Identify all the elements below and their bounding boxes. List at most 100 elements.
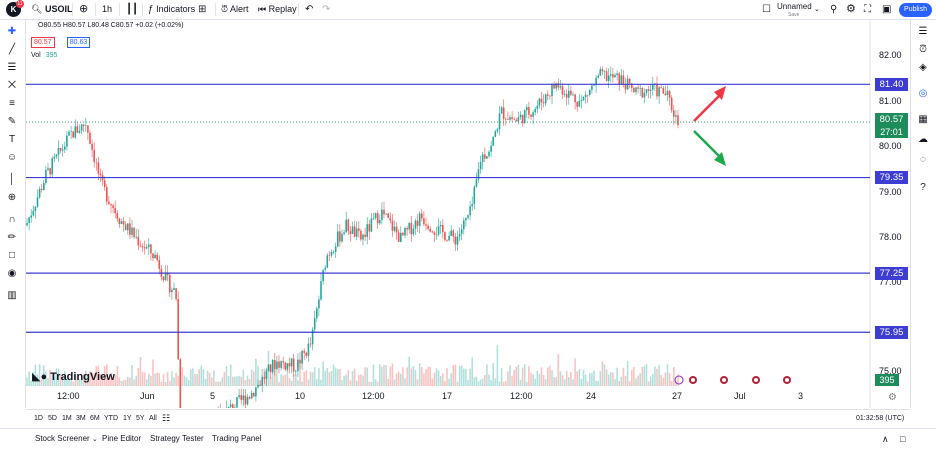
sell-price-button[interactable]: 80.57 <box>31 37 55 48</box>
drawing-toolbar: ✚ ╱ ☰ ⨉ ≡ ✎ T ☺ │ ⊕ ∩ ✏ □ ◉ ▥ <box>0 20 26 408</box>
candle-body <box>671 98 673 110</box>
range-1d[interactable]: 1D <box>34 410 43 427</box>
range-ytd[interactable]: YTD <box>104 410 118 427</box>
magnet-icon[interactable]: ∩ <box>4 212 20 228</box>
candle <box>117 210 119 222</box>
undo-icon[interactable]: ↶ <box>305 0 313 19</box>
interval-button[interactable]: 1h <box>102 0 112 19</box>
fib-retracement-icon[interactable]: ☰ <box>4 60 20 76</box>
axis-settings-icon[interactable]: ⚙ <box>888 392 897 403</box>
volume-bar <box>356 381 358 386</box>
volume-bar <box>457 382 459 386</box>
buy-price-button[interactable]: 80.63 <box>67 37 91 48</box>
chat-icon[interactable]: ◌ <box>915 152 931 168</box>
symbol-search[interactable]: 🔍︎ USOIL <box>31 0 72 19</box>
volume-bar <box>345 374 347 386</box>
projection-arrow-down[interactable] <box>694 131 726 166</box>
projection-arrow-up[interactable] <box>694 86 726 121</box>
crosshair-icon[interactable]: ✚ <box>4 24 20 40</box>
zoom-in-icon[interactable]: ⊕ <box>4 190 20 206</box>
candle-body <box>70 131 72 132</box>
replay-icon: ⏮︎ <box>258 4 266 14</box>
calendar-range-icon[interactable]: ☷ <box>162 410 170 427</box>
volume-bar <box>497 345 499 386</box>
candle <box>85 118 87 132</box>
candle <box>429 226 431 233</box>
publish-button[interactable]: Publish <box>899 3 932 17</box>
layers-icon[interactable]: ◈ <box>915 60 931 76</box>
candle-body <box>579 101 581 107</box>
volume-bar <box>213 371 215 386</box>
candle-body <box>553 85 555 89</box>
candle-body <box>606 71 608 81</box>
maximize-panel-icon[interactable]: □ <box>900 429 905 449</box>
volume-bar <box>327 368 329 386</box>
volume-bar <box>532 375 534 386</box>
candle-body <box>459 234 461 237</box>
tab-trading-panel[interactable]: Trading Panel <box>212 429 262 449</box>
text-icon[interactable]: T <box>4 132 20 148</box>
chevron-down-icon[interactable]: ⌄ <box>814 0 820 19</box>
tab-stock-screener[interactable]: Stock Screener ⌄ <box>35 429 98 449</box>
utc-clock[interactable]: 01:32:58 (UTC) <box>856 410 904 427</box>
trash-icon[interactable]: ▥ <box>4 288 20 304</box>
watchlist-icon[interactable]: ☰ <box>915 24 931 40</box>
volume-bar <box>637 376 639 386</box>
replay-button[interactable]: ⏮︎ Replay <box>258 0 297 19</box>
volume-bar <box>295 375 297 386</box>
range-5d[interactable]: 5D <box>48 410 57 427</box>
alert-button[interactable]: ⏰︎ Alert <box>221 0 249 19</box>
compare-symbol-icon[interactable]: ⊕ <box>79 0 88 19</box>
range-5y[interactable]: 5Y <box>136 410 145 427</box>
alerts-icon[interactable]: ⏰︎ <box>915 42 931 58</box>
range-1m[interactable]: 1M <box>62 410 72 427</box>
fullscreen-icon[interactable]: ⛶ <box>864 0 871 19</box>
prediction-icon[interactable]: ≡ <box>4 96 20 112</box>
volume-bar <box>478 382 480 386</box>
candle-body <box>625 84 627 89</box>
candle <box>627 75 629 90</box>
lock-icon[interactable]: □ <box>4 248 20 264</box>
quick-search-icon[interactable]: ⚲ <box>830 0 837 19</box>
time-axis[interactable]: 12:00 Jun 5 10 12:00 17 12:00 24 27 Jul … <box>26 389 874 405</box>
ruler-icon[interactable]: │ <box>4 172 20 188</box>
tab-strategy-tester[interactable]: Strategy Tester <box>150 429 204 449</box>
calendar-icon[interactable]: ▦ <box>915 112 931 128</box>
hotlists-icon[interactable]: ◎ <box>915 86 931 102</box>
indicators-button[interactable]: ƒ Indicators <box>148 0 195 19</box>
gear-icon[interactable]: ⚙ <box>846 0 856 19</box>
candle <box>597 74 599 79</box>
lock-drawings-icon[interactable]: ✏ <box>4 230 20 246</box>
emoji-icon[interactable]: ☺ <box>4 150 20 166</box>
brush-icon[interactable]: ✎ <box>4 114 20 130</box>
candle <box>677 109 679 128</box>
price-chart[interactable] <box>26 20 910 408</box>
volume-bar <box>201 365 203 386</box>
volume-bar <box>398 372 400 386</box>
volume-bar <box>488 374 490 386</box>
camera-icon[interactable]: ▣ <box>882 0 891 19</box>
trend-line-icon[interactable]: ╱ <box>4 42 20 58</box>
help-icon[interactable]: ? <box>915 180 931 196</box>
pattern-icon[interactable]: ⨉ <box>4 78 20 94</box>
collapse-icon[interactable]: ∧ <box>882 429 889 449</box>
candle-body <box>511 117 513 119</box>
volume-bar <box>366 367 368 386</box>
layouts-icon[interactable]: ⊞ <box>198 0 206 19</box>
range-all[interactable]: All <box>149 410 157 427</box>
chart-type-icon[interactable]: ┃┃ <box>126 0 138 19</box>
tab-pine-editor[interactable]: Pine Editor <box>102 429 141 449</box>
range-6m[interactable]: 6M <box>90 410 100 427</box>
redo-icon[interactable]: ↷ <box>322 0 330 19</box>
candle-body <box>434 232 436 235</box>
candle <box>343 230 345 236</box>
range-1y[interactable]: 1Y <box>123 410 132 427</box>
range-3m[interactable]: 3M <box>76 410 86 427</box>
candle-body <box>373 218 375 219</box>
volume-bar <box>385 365 387 386</box>
eye-icon[interactable]: ◉ <box>4 266 20 282</box>
ideas-icon[interactable]: ☁ <box>915 132 931 148</box>
candle-body <box>49 168 51 174</box>
checkbox-icon[interactable]: ☐ <box>762 0 771 19</box>
volume-bar <box>188 380 190 386</box>
